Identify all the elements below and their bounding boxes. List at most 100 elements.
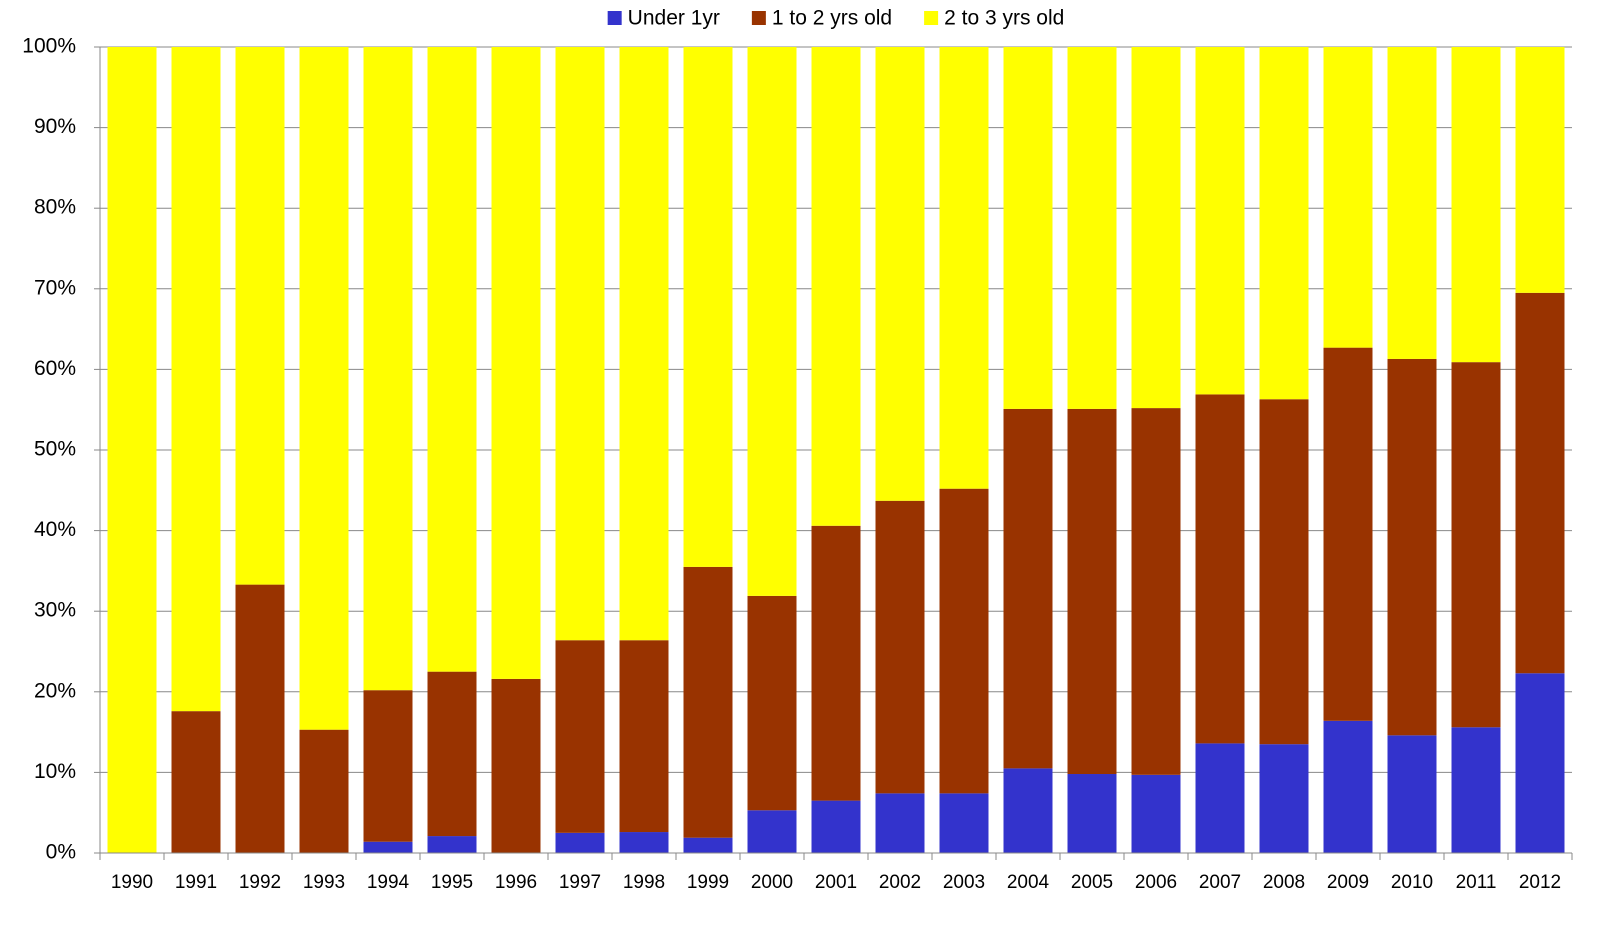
bar-segment [363, 841, 413, 853]
bar-segment [1515, 673, 1565, 853]
bar-segment [1131, 408, 1181, 775]
bar-segment [939, 47, 989, 489]
bar-segment [1259, 47, 1309, 400]
y-tick-label: 10% [34, 760, 76, 783]
bar-segment [1451, 47, 1501, 363]
y-tick-label: 0% [46, 841, 76, 864]
legend: Under 1yr 1 to 2 yrs old 2 to 3 yrs old [607, 7, 1064, 30]
bar-segment [1131, 47, 1181, 409]
legend-swatch [924, 11, 939, 25]
bar-segment [811, 525, 861, 801]
x-tick-label: 1994 [367, 872, 410, 893]
x-tick-label: 2009 [1327, 872, 1369, 893]
x-tick-label: 2012 [1519, 872, 1561, 893]
x-tick-label: 2010 [1391, 872, 1433, 893]
bar-segment [619, 832, 669, 853]
y-tick-label: 30% [34, 599, 76, 622]
bar-segment [491, 47, 541, 679]
x-tick-label: 1997 [559, 872, 601, 893]
bar-segment [811, 800, 861, 853]
bar-segment [427, 836, 477, 853]
bar-segment [427, 47, 477, 672]
x-tick-label: 1991 [175, 872, 217, 893]
x-tick-label: 2008 [1263, 872, 1305, 893]
legend-swatch [751, 11, 766, 25]
legend-label: Under 1yr [628, 7, 720, 30]
bar-segment [171, 711, 221, 853]
legend-label: 2 to 3 yrs old [944, 7, 1064, 30]
bar-segment [1003, 408, 1053, 769]
bar-segment [299, 47, 349, 730]
y-tick-label: 40% [34, 518, 76, 541]
bar-segment [1451, 727, 1501, 853]
y-tick-label: 20% [34, 679, 76, 702]
x-tick-label: 1998 [623, 872, 665, 893]
bar-segment [875, 47, 925, 501]
bar-segment [875, 500, 925, 794]
bar-segment [1387, 735, 1437, 853]
bar-segment [683, 566, 733, 838]
x-tick-label: 1995 [431, 872, 473, 893]
bar-segment [811, 47, 861, 526]
legend-label: 1 to 2 yrs old [772, 7, 892, 30]
bar-segment [1323, 347, 1373, 721]
x-tick-label: 2002 [879, 872, 921, 893]
x-tick-label: 2003 [943, 872, 985, 893]
bar-segment [747, 810, 797, 853]
x-tick-label: 2004 [1007, 872, 1050, 893]
legend-swatch [607, 11, 622, 25]
y-tick-label: 80% [34, 196, 76, 219]
x-tick-label: 1996 [495, 872, 537, 893]
y-tick-label: 70% [34, 276, 76, 299]
x-tick-label: 1990 [111, 872, 153, 893]
bar-segment [555, 640, 605, 833]
bar-segment [747, 595, 797, 811]
x-tick-label: 2000 [751, 872, 793, 893]
bar-segment [363, 47, 413, 691]
bar-segment [1451, 362, 1501, 728]
bar-segment [299, 729, 349, 853]
bar-segment [235, 584, 285, 853]
bar-segment [1259, 744, 1309, 853]
bar-segment [1323, 47, 1373, 348]
x-tick-label: 2001 [815, 872, 857, 893]
bar-segment [1387, 47, 1437, 359]
bar-segment [491, 678, 541, 853]
y-tick-label: 50% [34, 438, 76, 461]
y-tick-label: 60% [34, 357, 76, 380]
x-tick-label: 2006 [1135, 872, 1177, 893]
bar-segment [1067, 408, 1117, 775]
bar-segment [1067, 47, 1117, 409]
y-tick-label: 100% [22, 35, 76, 58]
bar-segment [1131, 774, 1181, 853]
bar-segment [107, 47, 157, 853]
x-tick-label: 1993 [303, 872, 345, 893]
bar-segment [619, 640, 669, 833]
bar-segment [1323, 720, 1373, 853]
x-tick-label: 1992 [239, 872, 281, 893]
bar-segment [235, 47, 285, 585]
bar-segment [1003, 768, 1053, 853]
bar-segment [747, 47, 797, 596]
bar-segment [1387, 358, 1437, 736]
bar-segment [1195, 47, 1245, 395]
bar-segment [1067, 774, 1117, 853]
bar-segment [1515, 292, 1565, 674]
bar-segment [1259, 399, 1309, 745]
bar-segment [683, 47, 733, 567]
y-tick-label: 90% [34, 115, 76, 138]
x-tick-label: 2007 [1199, 872, 1241, 893]
bar-segment [1195, 743, 1245, 853]
bar-segment [939, 488, 989, 794]
bar-segment [1003, 47, 1053, 409]
x-tick-label: 2011 [1456, 872, 1497, 893]
bar-segment [683, 837, 733, 853]
bar-segment [1195, 394, 1245, 744]
bar-segment [555, 47, 605, 641]
bar-segment [171, 47, 221, 712]
bar-segment [1515, 47, 1565, 293]
x-tick-label: 2005 [1071, 872, 1113, 893]
bar-segment [939, 793, 989, 853]
bar-segment [619, 47, 669, 641]
